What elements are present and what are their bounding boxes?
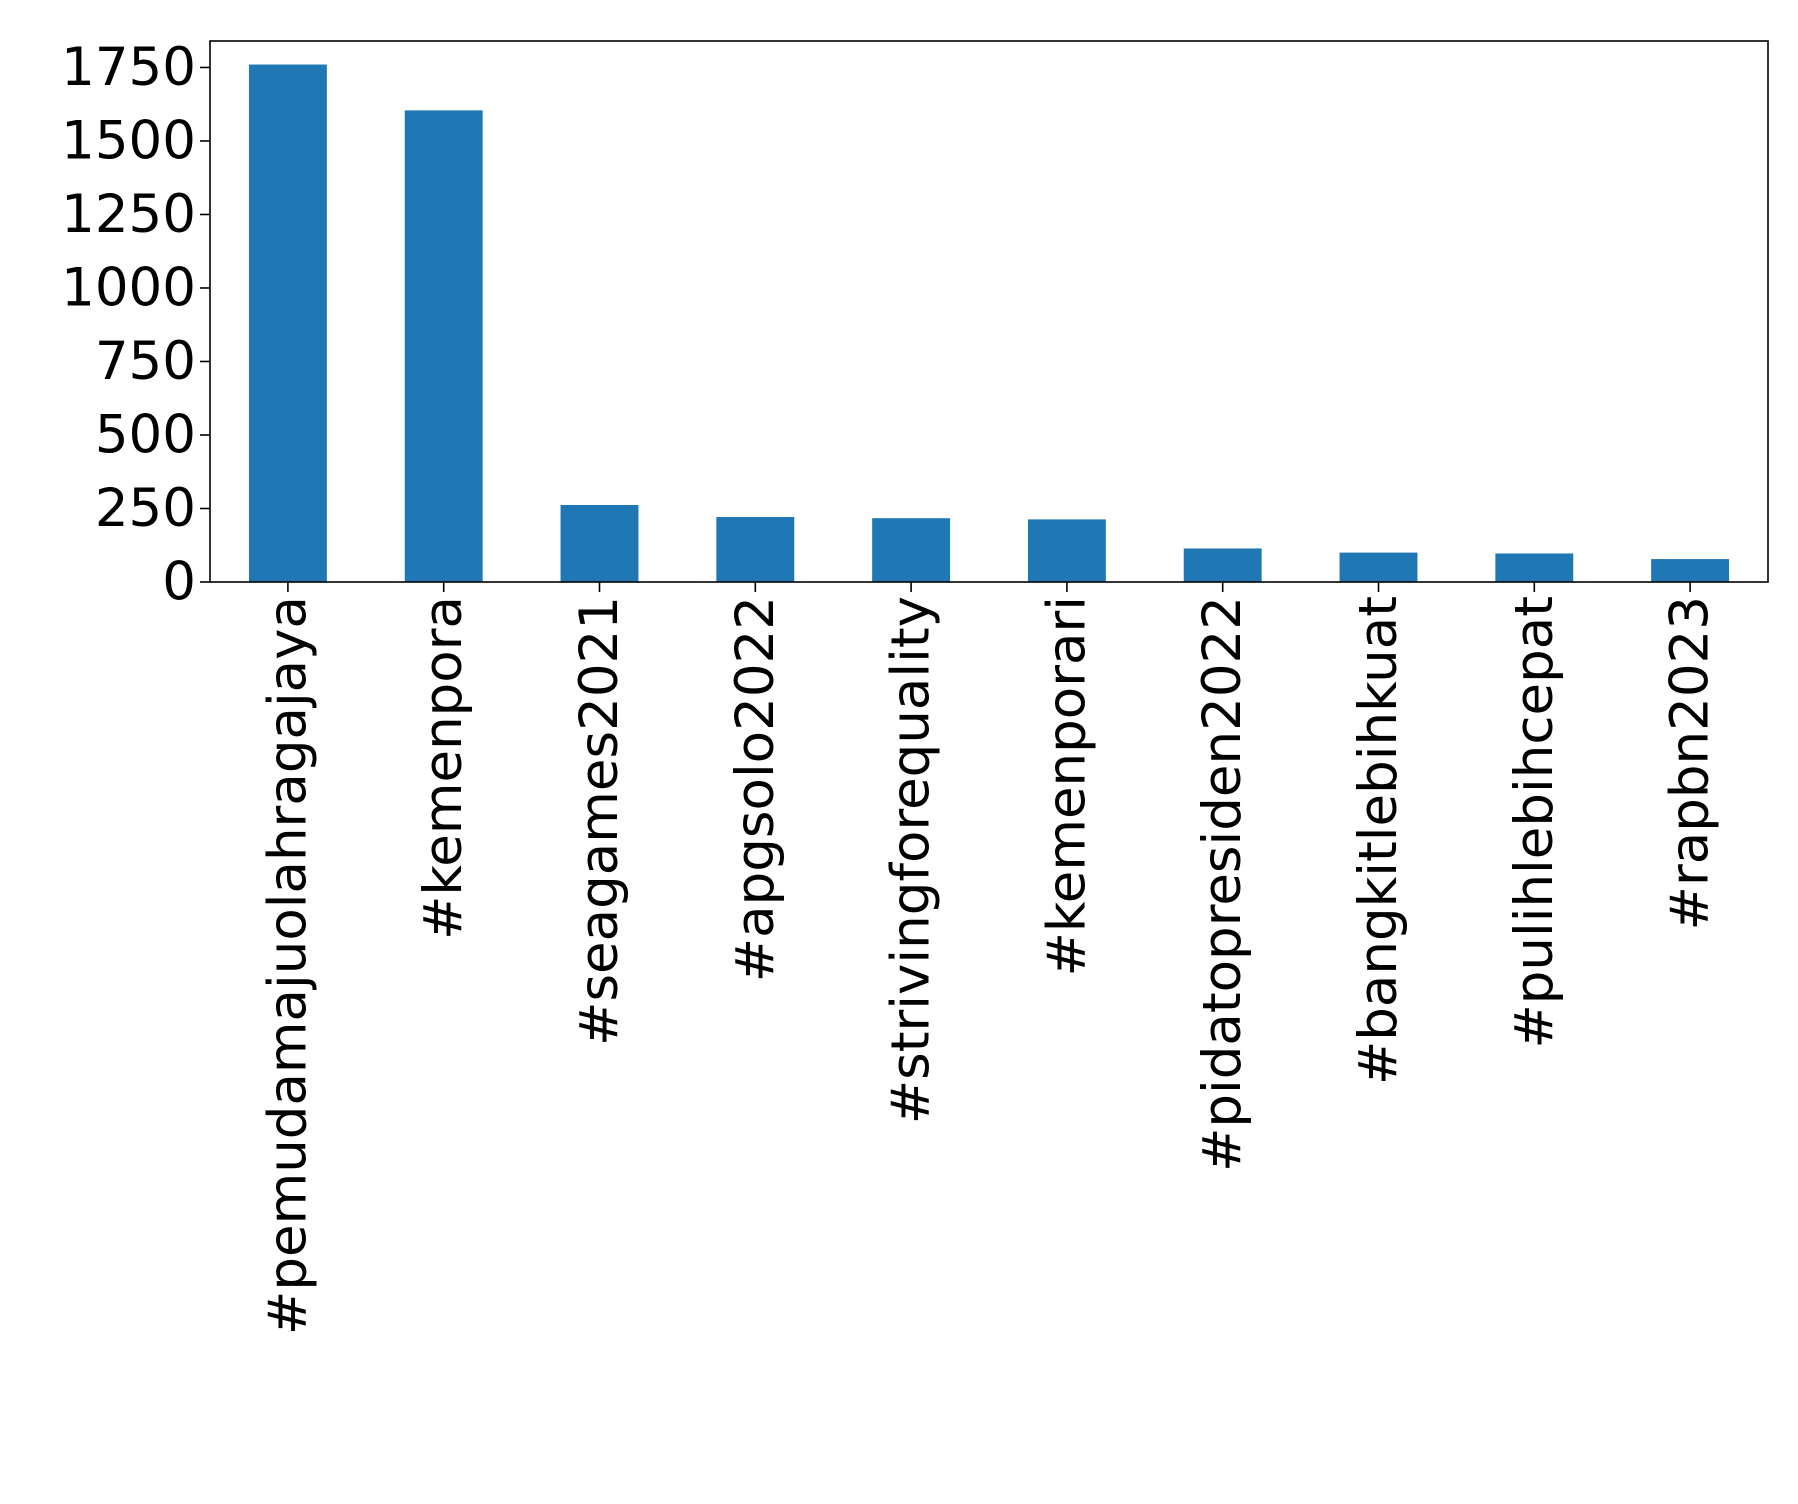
y-tick-label: 250	[95, 478, 196, 539]
x-tick-label: #strivingforequality	[881, 596, 942, 1124]
bars-group	[248, 64, 1730, 583]
x-tick-label: #kemenpora	[413, 596, 474, 940]
x-axis: #pemudamajuolahragajaya #kemenpora #seagam…	[257, 582, 1721, 1335]
y-tick-label: 1500	[61, 110, 196, 171]
x-tick-label: #pulihlebihcepat	[1504, 596, 1565, 1049]
bar-bangkitlebihkuat	[1339, 552, 1418, 582]
bar-pulihlebihcepat	[1495, 553, 1574, 582]
bar-pidatopresiden2022	[1183, 548, 1262, 582]
y-tick-label: 1000	[61, 257, 196, 318]
x-tick-label: #rapbn2023	[1660, 596, 1721, 930]
x-tick-label: #seagames2021	[569, 596, 630, 1046]
x-tick-label: #bangkitlebihkuat	[1348, 596, 1409, 1085]
bar-seagames2021	[560, 504, 639, 582]
bar-kemenporari	[1027, 519, 1106, 582]
y-tick-label: 1750	[61, 37, 196, 98]
y-tick-label: 0	[162, 552, 196, 613]
bar-kemenpora	[404, 110, 483, 582]
x-tick-label: #apgsolo2022	[725, 596, 786, 982]
y-tick-label: 500	[95, 404, 196, 465]
bar-rapbn2023	[1651, 559, 1730, 582]
bar-strivingforequality	[872, 518, 951, 582]
y-tick-label: 1250	[61, 184, 196, 245]
plot-frame	[209, 40, 1769, 583]
y-tick-label: 750	[95, 331, 196, 392]
x-tick-label: #kemenporari	[1036, 596, 1097, 977]
x-tick-label: #pidatopresiden2022	[1192, 596, 1253, 1172]
bar-pemudamajuolahragajaya	[248, 64, 327, 583]
y-axis: 0 250 500 750 1000 1250 1500 1750	[61, 37, 210, 613]
bar-apgsolo2022	[716, 517, 795, 582]
x-tick-label: #pemudamajuolahragajaya	[257, 596, 318, 1335]
